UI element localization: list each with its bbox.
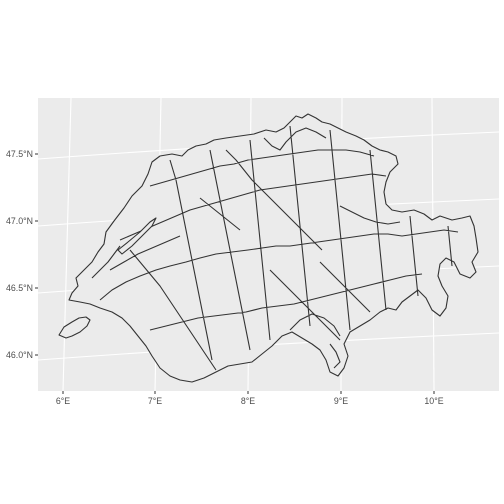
axis-ticks bbox=[35, 153, 435, 394]
region-lines bbox=[91, 125, 459, 371]
municipality-boundaries bbox=[58, 113, 479, 383]
y-tick-label: 46.0°N bbox=[6, 350, 33, 360]
y-tick-label: 47.5°N bbox=[6, 149, 33, 159]
x-tick-label: 8°E bbox=[241, 396, 255, 406]
lake-neuchatel bbox=[117, 217, 157, 255]
gridline-lon-6 bbox=[62, 97, 72, 392]
x-tick-label: 10°E bbox=[424, 396, 443, 406]
x-tick-label: 7°E bbox=[148, 396, 162, 406]
x-tick-label: 6°E bbox=[56, 396, 70, 406]
y-tick-label: 47.0°N bbox=[6, 216, 33, 226]
x-tick-label: 9°E bbox=[334, 396, 348, 406]
y-axis-labels: 46.0°N 46.5°N 47.0°N 47.5°N bbox=[6, 149, 33, 360]
y-tick-label: 46.5°N bbox=[6, 283, 33, 293]
x-axis-labels: 6°E 7°E 8°E 9°E 10°E bbox=[56, 396, 444, 406]
